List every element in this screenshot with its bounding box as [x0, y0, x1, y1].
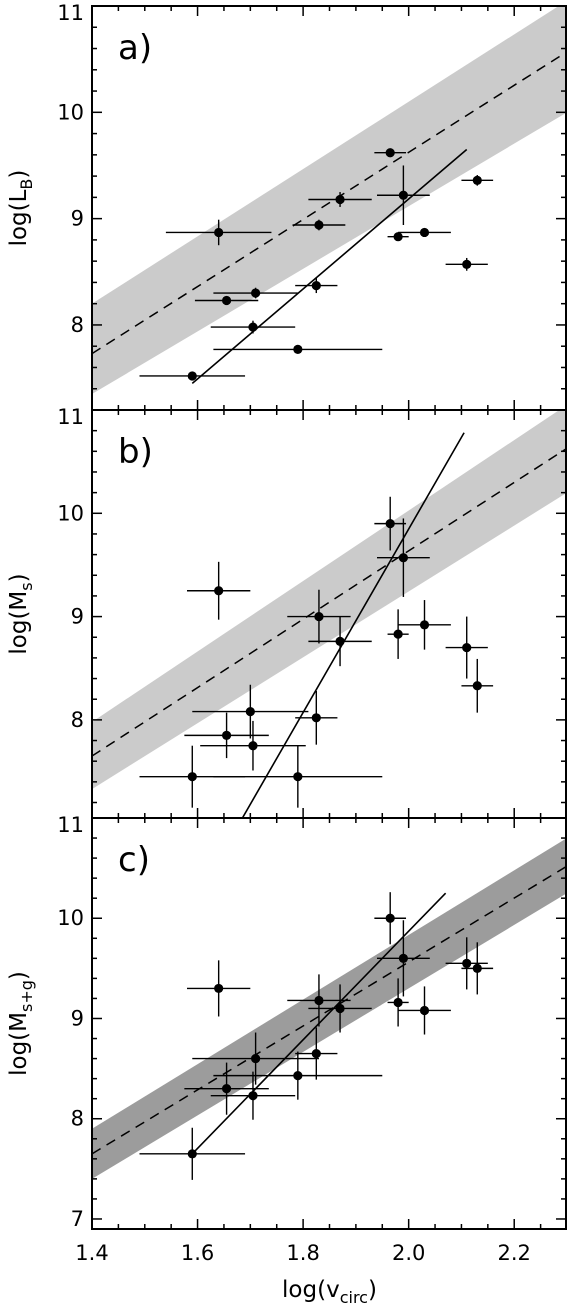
data-point-0 — [187, 371, 197, 381]
data-point-7 — [314, 611, 324, 622]
data-point-6 — [311, 1048, 321, 1059]
data-point-12 — [419, 620, 430, 630]
scatter-band — [92, 6, 567, 395]
data-point-11 — [398, 190, 408, 200]
y-tick-label: 9 — [71, 605, 84, 629]
panel-b: 11 10 9 8 b) log(Ms) — [6, 405, 567, 819]
data-point-13 — [462, 259, 472, 269]
y-tick-label: 9 — [71, 1006, 84, 1030]
data-point-4 — [251, 288, 261, 298]
y-tick-label: 9 — [71, 207, 84, 231]
data-point-1 — [214, 227, 224, 238]
y-axis-label-close: ) — [6, 170, 32, 179]
x-tick-label: 2.2 — [498, 1241, 531, 1265]
solid-fit-line — [191, 148, 468, 385]
solid-fit-line — [241, 432, 465, 818]
data-point-12 — [419, 227, 430, 238]
dashed-fit-line — [92, 447, 567, 757]
x-tick-label: 2.0 — [392, 1241, 425, 1265]
data-point-7 — [314, 220, 324, 230]
y-axis-label: log(Ms) — [6, 573, 36, 654]
data-point-0 — [187, 772, 197, 782]
data-point-2 — [221, 1084, 232, 1094]
y-tick-label: 10 — [57, 906, 84, 930]
x-axis-label-subscript: circ — [340, 1288, 368, 1307]
y-tick-label: 10 — [57, 100, 84, 124]
y-axis-label-subscript: B — [17, 179, 36, 190]
data-point-13 — [462, 642, 472, 653]
data-point-0 — [187, 1149, 197, 1159]
data-point-14 — [472, 681, 482, 691]
x-tick-label: 1.4 — [75, 1241, 108, 1265]
data-point-3 — [248, 1091, 258, 1101]
data-point-8 — [335, 636, 345, 646]
data-point-13 — [462, 958, 472, 968]
dashed-fit-line — [92, 51, 567, 355]
x-axis-label-main: log(v — [282, 1277, 340, 1303]
data-point-11 — [398, 953, 408, 963]
y-axis-label: log(Ms+g) — [6, 971, 36, 1076]
x-tick-label: 1.6 — [181, 1241, 214, 1265]
data-point-12 — [419, 1005, 430, 1016]
data-point-10 — [393, 997, 403, 1008]
data-point-4 — [251, 1053, 261, 1064]
data-point-11 — [398, 553, 408, 563]
x-tick-label: 1.8 — [286, 1241, 319, 1265]
y-axis-label-close: ) — [6, 573, 32, 582]
y-tick-label: 11 — [57, 1, 84, 25]
data-point-3 — [245, 707, 255, 717]
dashed-fit-line — [92, 865, 567, 1155]
data-point-6 — [311, 713, 321, 723]
panel-a: 11 10 9 8 a) log(LB) — [6, 1, 567, 411]
data-point-1 — [214, 983, 224, 994]
data-point-7 — [314, 995, 324, 1006]
data-point-5 — [293, 1071, 303, 1081]
data-point-14 — [472, 175, 482, 185]
y-axis-label: log(LB) — [6, 170, 36, 247]
y-tick-label: 7 — [71, 1207, 84, 1231]
y-axis-label-subscript: s+g — [17, 980, 36, 1012]
panel-label: c) — [118, 840, 150, 880]
data-point-4 — [248, 741, 258, 751]
y-axis-label-main: log(M — [6, 591, 32, 655]
scatter-band — [92, 410, 567, 790]
y-tick-label: 8 — [71, 313, 84, 337]
y-axis-label-main: log(L — [6, 189, 32, 246]
y-tick-label: 8 — [71, 708, 84, 732]
y-tick-label: 10 — [57, 501, 84, 525]
data-point-14 — [472, 963, 482, 973]
y-axis-label-close: ) — [6, 971, 32, 980]
plot-area — [92, 838, 567, 1180]
data-point-3 — [248, 322, 258, 332]
x-axis-label-close: ) — [368, 1277, 377, 1303]
y-tick-label: 8 — [71, 1107, 84, 1131]
plot-area — [92, 6, 567, 395]
y-axis-label-main: log(M — [6, 1012, 32, 1076]
data-point-1 — [214, 586, 224, 596]
plot-area — [92, 410, 567, 818]
data-point-2 — [221, 295, 232, 306]
data-point-8 — [335, 194, 345, 205]
data-point-9 — [385, 519, 395, 529]
panel-label: a) — [118, 28, 152, 68]
data-point-10 — [393, 232, 403, 242]
panel-label: b) — [118, 432, 153, 472]
data-point-9 — [385, 148, 395, 158]
x-axis-label: log(vcirc) — [282, 1277, 377, 1307]
data-point-2 — [221, 730, 232, 740]
y-axis-label-subscript: s — [17, 582, 36, 590]
data-point-6 — [311, 281, 321, 291]
data-point-10 — [393, 629, 403, 639]
data-point-8 — [335, 1003, 345, 1014]
data-point-9 — [385, 913, 395, 923]
data-point-5 — [293, 772, 303, 782]
y-tick-label: 11 — [57, 405, 84, 429]
y-tick-label: 11 — [57, 813, 84, 837]
data-point-5 — [293, 344, 303, 354]
